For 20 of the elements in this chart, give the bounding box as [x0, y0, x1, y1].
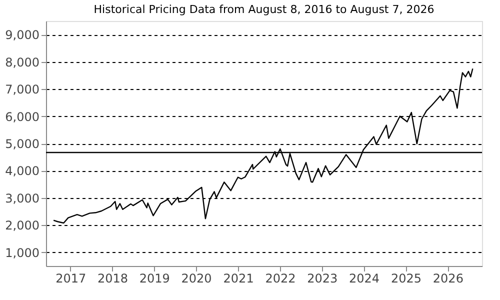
y-tick-label: 1,000: [5, 246, 40, 260]
x-tick-label: 2021: [223, 272, 254, 286]
y-tick-label: 8,000: [5, 55, 40, 70]
x-tick-label: 2019: [139, 272, 170, 286]
y-tick-label: 9,000: [5, 28, 40, 42]
y-tick-label: 2,000: [5, 218, 40, 233]
x-tick-label: 2017: [56, 272, 86, 286]
x-tick-label: 2023: [307, 272, 338, 286]
x-tick-label: 2025: [391, 272, 422, 286]
y-tick-label: 3,000: [5, 191, 40, 206]
y-tick-label: 6,000: [5, 110, 40, 124]
chart-title: Historical Pricing Data from August 8, 2016 to August 7, 2026: [94, 3, 434, 16]
x-tick-label: 2020: [181, 272, 212, 286]
y-tick-label: 5,000: [5, 137, 40, 151]
y-tick-label: 4,000: [5, 164, 40, 178]
x-tick-label: 2024: [348, 272, 380, 286]
x-tick-label: 2022: [265, 272, 296, 286]
x-tick-label: 2026: [432, 272, 464, 286]
y-tick-label: 7,000: [5, 82, 40, 97]
x-tick-label: 2018: [97, 272, 128, 286]
